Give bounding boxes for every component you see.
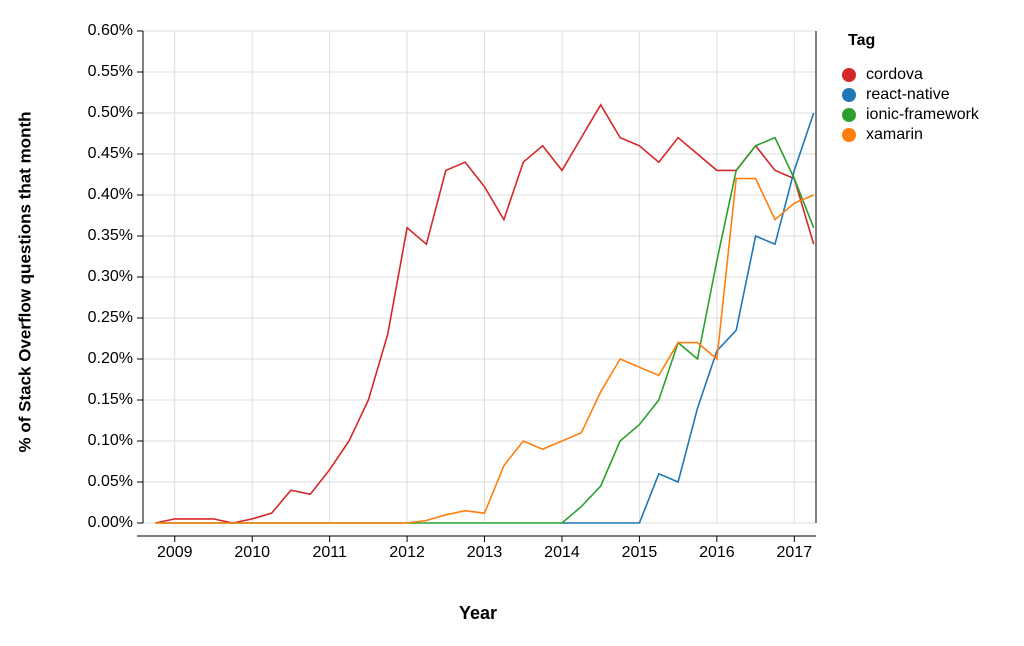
y-tick-label: 0.30%: [88, 268, 133, 285]
y-tick-label: 0.15%: [88, 391, 133, 408]
x-tick-label: 2013: [467, 544, 503, 561]
y-tick-label: 0.55%: [88, 63, 133, 80]
y-tick-label: 0.10%: [88, 432, 133, 449]
series-line: [155, 177, 815, 524]
y-tick-label: 0.35%: [88, 227, 133, 244]
y-axis-label: % of Stack Overflow questions that month: [15, 112, 34, 453]
y-tick-label: 0.25%: [88, 309, 133, 326]
legend-label: react-native: [866, 86, 950, 103]
series-line: [562, 112, 815, 524]
legend-swatch: [842, 108, 856, 122]
y-tick-label: 0.40%: [88, 186, 133, 203]
y-tick-label: 0.50%: [88, 104, 133, 121]
series-line: [155, 103, 815, 524]
legend-label: xamarin: [866, 126, 923, 143]
y-tick-label: 0.60%: [88, 22, 133, 39]
y-tick-label: 0.00%: [88, 514, 133, 531]
x-tick-label: 2012: [389, 544, 425, 561]
x-tick-label: 2015: [622, 544, 658, 561]
x-tick-label: 2014: [544, 544, 580, 561]
y-tick-label: 0.20%: [88, 350, 133, 367]
x-tick-label: 2010: [234, 544, 270, 561]
legend-label: ionic-framework: [866, 106, 980, 123]
legend-swatch: [842, 68, 856, 82]
x-tick-label: 2011: [312, 544, 347, 561]
legend-swatch: [842, 128, 856, 142]
legend-title: Tag: [848, 32, 875, 49]
y-tick-label: 0.45%: [88, 145, 133, 162]
x-tick-label: 2017: [777, 544, 813, 561]
x-tick-label: 2009: [157, 544, 193, 561]
x-tick-label: 2016: [699, 544, 735, 561]
y-tick-label: 0.05%: [88, 473, 133, 490]
legend-swatch: [842, 88, 856, 102]
x-axis-label: Year: [459, 603, 497, 623]
legend-label: cordova: [866, 66, 923, 83]
